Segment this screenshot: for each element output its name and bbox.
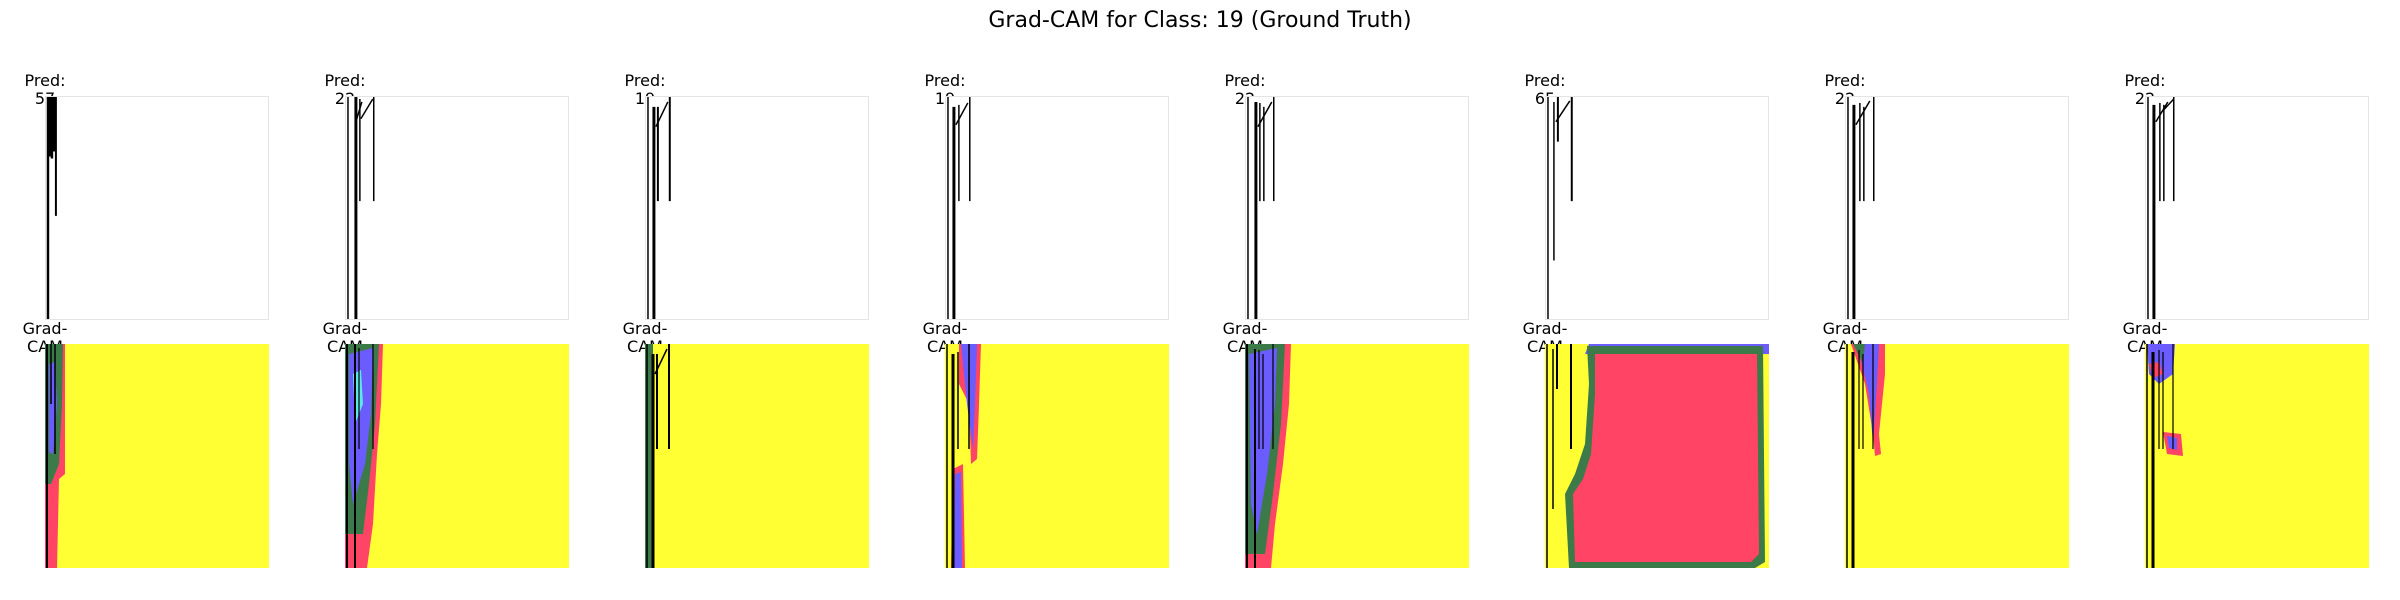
gradcam-heatmap — [945, 344, 1169, 568]
input-image — [1545, 96, 1769, 320]
input-image — [345, 96, 569, 320]
figure-suptitle: Grad-CAM for Class: 19 (Ground Truth) — [988, 8, 1412, 33]
input-image — [945, 96, 1169, 320]
gradcam-heatmap — [645, 344, 869, 568]
input-panel-title: Pred: 22 — [324, 71, 366, 108]
input-image — [645, 96, 869, 320]
input-image — [1845, 96, 2069, 320]
gradcam-panel-title: Grad-CAM — [1222, 319, 1268, 356]
input-image — [45, 96, 269, 320]
input-image — [2145, 96, 2369, 320]
gradcam-heatmap — [1845, 344, 2069, 568]
gradcam-heatmap — [2145, 344, 2369, 568]
gradcam-panel-title: Grad-CAM — [1522, 319, 1568, 356]
gradcam-heatmap — [345, 344, 569, 568]
gradcam-heatmap — [1245, 344, 1469, 568]
gradcam-heatmap — [1545, 344, 1769, 568]
gradcam-panel-title: Grad-CAM — [922, 319, 968, 356]
input-image — [1245, 96, 1469, 320]
gradcam-heatmap — [45, 344, 269, 568]
gradcam-panel-title: Grad-CAM — [322, 319, 368, 356]
